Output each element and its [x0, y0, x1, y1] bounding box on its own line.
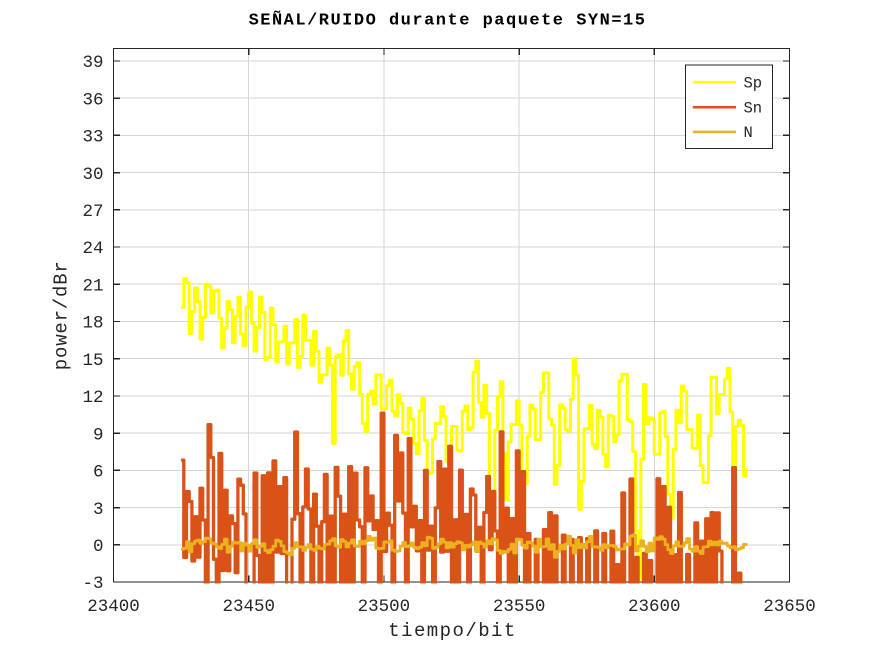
svg-text:36: 36 — [82, 90, 103, 110]
svg-text:24: 24 — [82, 239, 103, 259]
svg-text:6: 6 — [93, 463, 104, 483]
svg-text:15: 15 — [82, 351, 103, 371]
svg-text:N: N — [744, 124, 753, 142]
svg-text:23550: 23550 — [493, 597, 546, 617]
svg-text:9: 9 — [93, 425, 104, 445]
svg-text:power/dBr: power/dBr — [51, 260, 73, 370]
svg-text:0: 0 — [93, 537, 104, 557]
svg-text:27: 27 — [82, 202, 103, 222]
svg-text:33: 33 — [82, 128, 103, 148]
svg-text:39: 39 — [82, 53, 103, 73]
svg-text:3: 3 — [93, 500, 104, 520]
svg-text:23500: 23500 — [358, 597, 411, 617]
svg-text:Sn: Sn — [744, 99, 763, 117]
svg-text:30: 30 — [82, 165, 103, 185]
svg-text:18: 18 — [82, 314, 103, 334]
svg-text:23450: 23450 — [222, 597, 275, 617]
svg-text:23650: 23650 — [763, 597, 816, 617]
svg-text:-3: -3 — [82, 574, 103, 594]
svg-text:23600: 23600 — [628, 597, 681, 617]
svg-text:21: 21 — [82, 276, 103, 296]
svg-text:tiempo/bit: tiempo/bit — [388, 620, 517, 642]
svg-text:SEÑAL/RUIDO durante paquete SY: SEÑAL/RUIDO durante paquete SYN=15 — [249, 9, 647, 30]
svg-text:Sp: Sp — [744, 74, 763, 92]
svg-text:23400: 23400 — [87, 597, 140, 617]
svg-text:12: 12 — [82, 388, 103, 408]
